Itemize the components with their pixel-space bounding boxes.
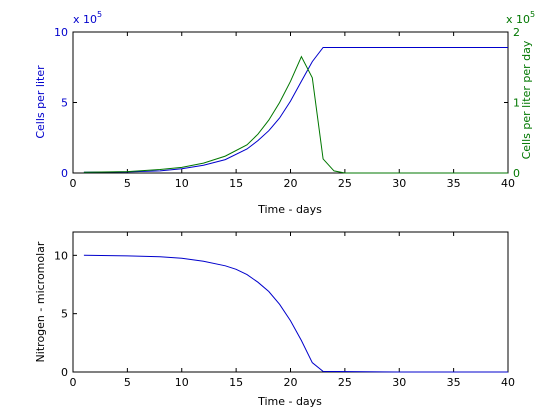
top-right-multiplier-base: x 10 bbox=[506, 13, 530, 26]
top-y-left-label: Cells per liter bbox=[34, 65, 47, 139]
top-left-multiplier: x 105 bbox=[73, 10, 102, 26]
bottom-x-tick-label: 20 bbox=[284, 376, 298, 389]
bottom-series-line bbox=[83, 254, 508, 373]
bottom-x-tick-label: 15 bbox=[229, 376, 243, 389]
bottom-x-tick-label: 0 bbox=[70, 376, 77, 389]
top-x-tick-label: 15 bbox=[229, 177, 243, 190]
top-left-multiplier-base: x 10 bbox=[73, 13, 97, 26]
bottom-series-lines bbox=[83, 254, 508, 373]
top-y-left-tick-label: 10 bbox=[54, 26, 68, 39]
top-y-right-label: Cells per liter per day bbox=[520, 40, 533, 159]
top-x-label: Time - days bbox=[257, 203, 322, 216]
bottom-x-tick-label: 35 bbox=[447, 376, 461, 389]
top-right-multiplier: x 105 bbox=[506, 10, 535, 26]
top-series-right-line bbox=[83, 55, 508, 174]
top-x-tick-label: 35 bbox=[447, 177, 461, 190]
top-left-multiplier-exp: 5 bbox=[97, 10, 102, 19]
top-x-tick-label: 20 bbox=[284, 177, 298, 190]
top-x-ticks: 0 5 10 15 20 25 30 35 40 bbox=[70, 32, 515, 190]
top-series-lines bbox=[83, 47, 508, 174]
top-y-right-tick-label: 0 bbox=[513, 167, 520, 180]
bottom-x-label: Time - days bbox=[257, 395, 322, 408]
bottom-plot-area bbox=[72, 231, 509, 373]
top-y-left-ticks: 0 5 10 bbox=[54, 26, 77, 180]
bottom-x-tick-label: 10 bbox=[175, 376, 189, 389]
top-y-left-tick-label: 0 bbox=[61, 167, 68, 180]
top-x-tick-label: 30 bbox=[392, 177, 406, 190]
top-y-right-tick-label: 1 bbox=[513, 97, 520, 110]
bottom-y-label: Nitrogen - micromolar bbox=[34, 241, 47, 362]
top-y-left-tick-label: 5 bbox=[61, 97, 68, 110]
top-chart: 0 5 10 15 20 25 30 35 40 0 5 10 0 1 2 Time - days Ce… bbox=[34, 10, 535, 216]
top-x-tick-label: 40 bbox=[501, 177, 515, 190]
top-x-tick-label: 25 bbox=[338, 177, 352, 190]
bottom-y-tick-label: 5 bbox=[61, 308, 68, 321]
top-right-multiplier-exp: 5 bbox=[530, 10, 535, 19]
top-series-left-line bbox=[83, 47, 508, 173]
top-plot-area bbox=[72, 31, 509, 174]
bottom-y-tick-label: 0 bbox=[61, 366, 68, 379]
bottom-x-tick-label: 40 bbox=[501, 376, 515, 389]
bottom-chart: 0 5 10 15 20 25 30 35 40 0 5 10 Time - days Nitrog… bbox=[34, 231, 515, 408]
bottom-x-tick-label: 5 bbox=[124, 376, 131, 389]
bottom-x-tick-label: 25 bbox=[338, 376, 352, 389]
top-x-tick-label: 0 bbox=[70, 177, 77, 190]
bottom-x-tick-label: 30 bbox=[392, 376, 406, 389]
top-y-right-tick-label: 2 bbox=[513, 26, 520, 39]
top-x-tick-label: 10 bbox=[175, 177, 189, 190]
bottom-x-ticks: 0 5 10 15 20 25 30 35 40 bbox=[70, 232, 515, 389]
top-x-tick-label: 5 bbox=[124, 177, 131, 190]
bottom-y-ticks: 0 5 10 bbox=[54, 249, 77, 379]
bottom-y-tick-label: 10 bbox=[54, 249, 68, 262]
